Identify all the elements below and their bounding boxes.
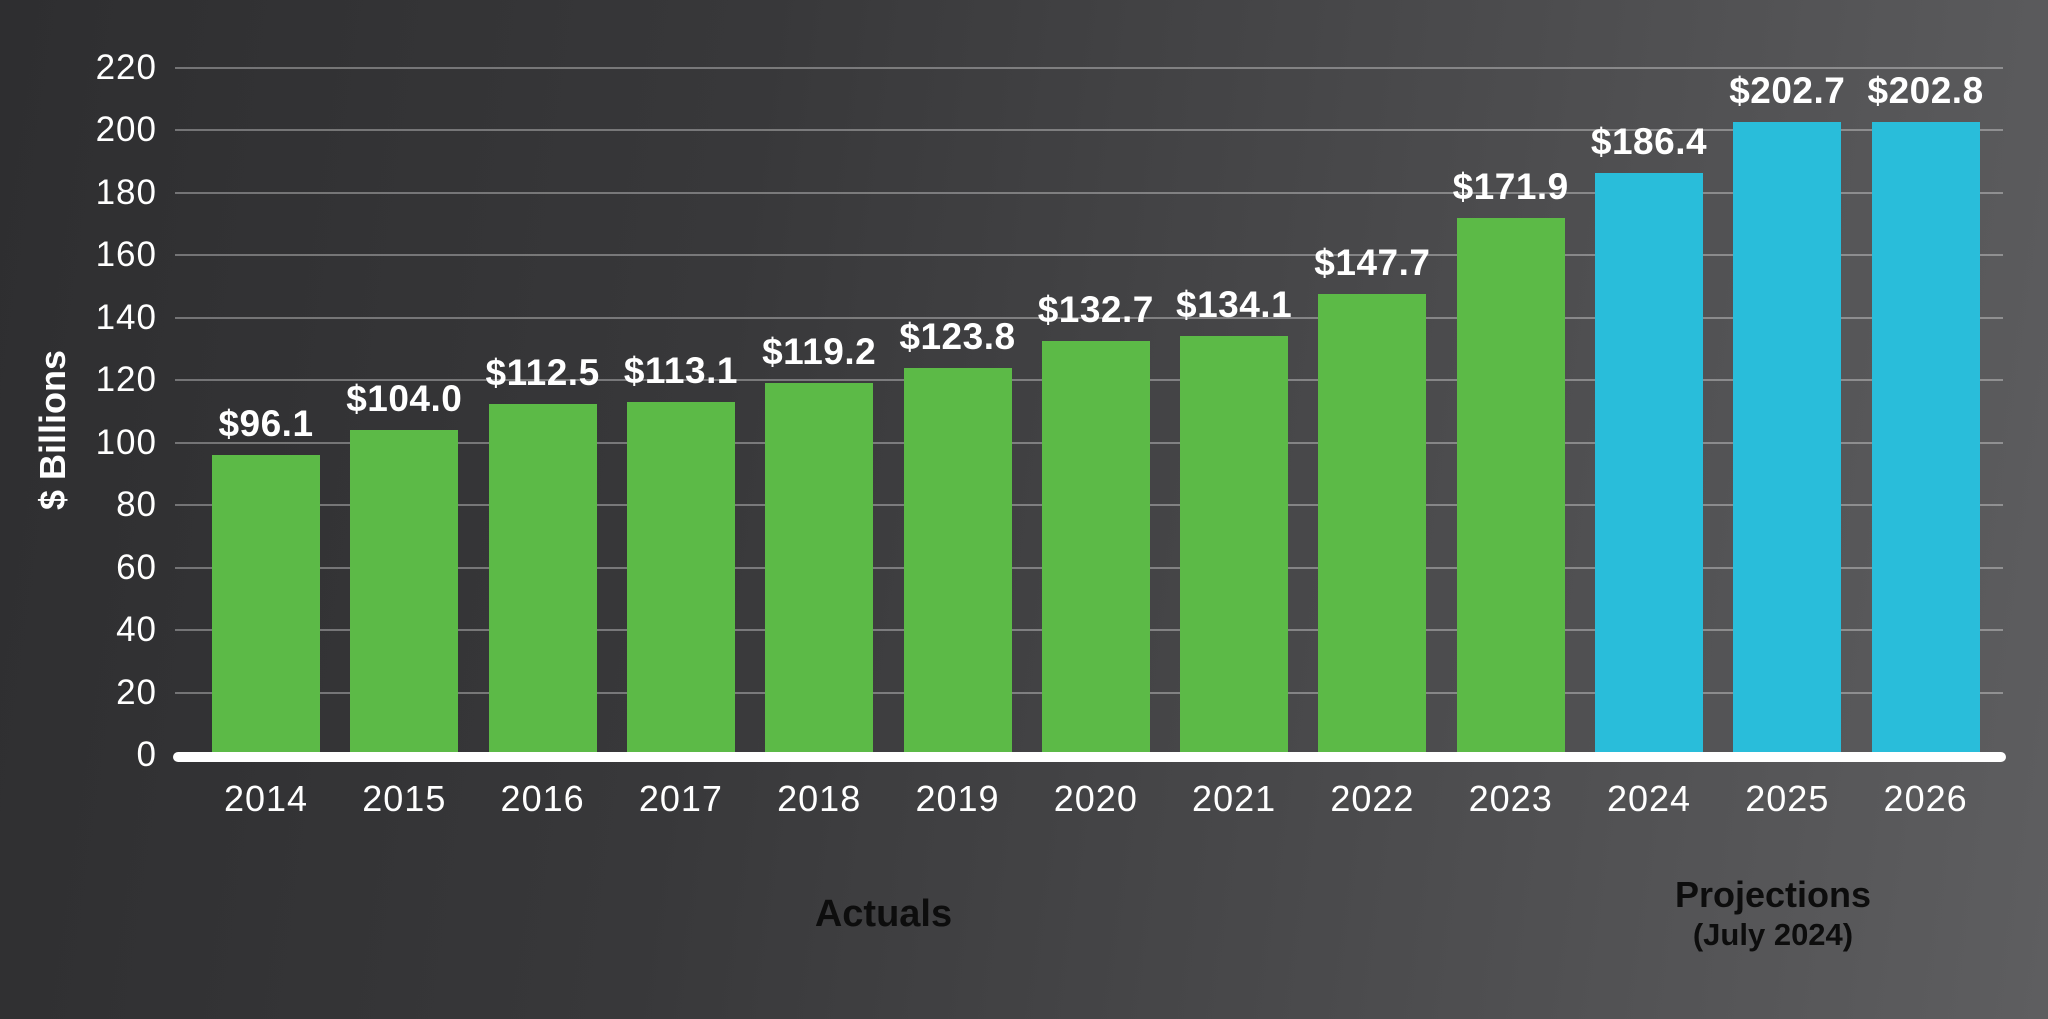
y-axis-tick-label: 220: [95, 48, 157, 87]
legend-actuals: Actuals: [212, 863, 1555, 965]
bar-2014: [212, 454, 320, 753]
legend-projections: Projections (July 2024): [1582, 864, 1964, 964]
bar-2024: [1595, 172, 1703, 753]
gridline: [175, 129, 2003, 132]
bar-value-label-2017: $113.1: [623, 349, 738, 391]
x-axis-tick-label-2022: 2022: [1330, 778, 1415, 819]
y-axis-tick-label: 140: [95, 297, 157, 337]
bar-2015: [350, 430, 459, 753]
x-axis-tick-label-2025: 2025: [1745, 778, 1830, 819]
x-axis-tick-label-2021: 2021: [1192, 778, 1277, 819]
y-axis-tick-label: 20: [116, 672, 157, 712]
x-axis-tick-label-2016: 2016: [500, 778, 585, 819]
bar-2025: [1733, 122, 1842, 753]
bar-2022: [1318, 293, 1427, 753]
bar-value-label-2015: $104.0: [346, 378, 463, 420]
bar-2026: [1871, 121, 1980, 753]
gridline: [175, 254, 2003, 257]
y-axis-tick-label: 180: [95, 172, 157, 212]
bar-value-label-2018: $119.2: [762, 330, 877, 372]
y-axis-tick-label: 160: [95, 235, 157, 275]
bar-value-label-2016: $112.5: [485, 351, 600, 393]
bar-2020: [1041, 340, 1150, 753]
bar-2016: [488, 403, 597, 753]
bar-value-label-2021: $134.1: [1176, 284, 1293, 326]
gridline: [175, 316, 2003, 319]
y-axis-tick-label: 0: [136, 735, 157, 774]
bar-2018: [765, 382, 874, 753]
x-axis-tick-label-2026: 2026: [1883, 778, 1968, 819]
bar-value-label-2020: $132.7: [1037, 288, 1154, 330]
legend-projections-sublabel: (July 2024): [1692, 916, 1854, 952]
y-axis-tick-label: 60: [116, 547, 157, 587]
x-axis-tick-label-2019: 2019: [915, 778, 1000, 819]
x-axis-tick-label-2020: 2020: [1053, 778, 1138, 819]
bar-value-label-2025: $202.7: [1729, 70, 1846, 112]
x-axis-tick-label-2015: 2015: [362, 778, 447, 819]
bar-value-label-2023: $171.9: [1452, 166, 1569, 208]
bar-value-label-2019: $123.8: [899, 316, 1016, 358]
legend-projections-label: Projections: [1674, 874, 1872, 916]
y-axis-tick-label: 200: [95, 110, 157, 150]
gridline: [175, 67, 2003, 69]
x-axis-tick-label-2018: 2018: [777, 778, 862, 819]
y-axis-tick-label: 80: [116, 485, 157, 525]
y-axis-tick-label: 120: [95, 360, 157, 400]
legend-actuals-label: Actuals: [814, 892, 953, 935]
bar-value-label-2014: $96.1: [218, 402, 314, 444]
x-axis-line: [173, 752, 2006, 762]
bar-value-label-2026: $202.8: [1867, 69, 1984, 111]
x-axis-tick-label-2023: 2023: [1468, 778, 1553, 819]
x-axis-tick-label-2024: 2024: [1606, 778, 1692, 819]
bar-2023: [1456, 218, 1565, 753]
bar-value-label-2024: $186.4: [1590, 120, 1708, 162]
y-axis-tick-label: 100: [95, 422, 157, 462]
bar-2021: [1180, 336, 1289, 753]
gridline: [175, 191, 2003, 194]
y-axis-tick-label: 40: [116, 610, 157, 650]
bar-2017: [626, 401, 735, 753]
y-axis-title: $ Billions: [32, 349, 73, 511]
x-axis-tick-label-2014: 2014: [223, 778, 309, 819]
bar-2019: [903, 368, 1012, 753]
x-axis-tick-label-2017: 2017: [638, 778, 723, 819]
bar-value-label-2022: $147.7: [1314, 241, 1431, 283]
